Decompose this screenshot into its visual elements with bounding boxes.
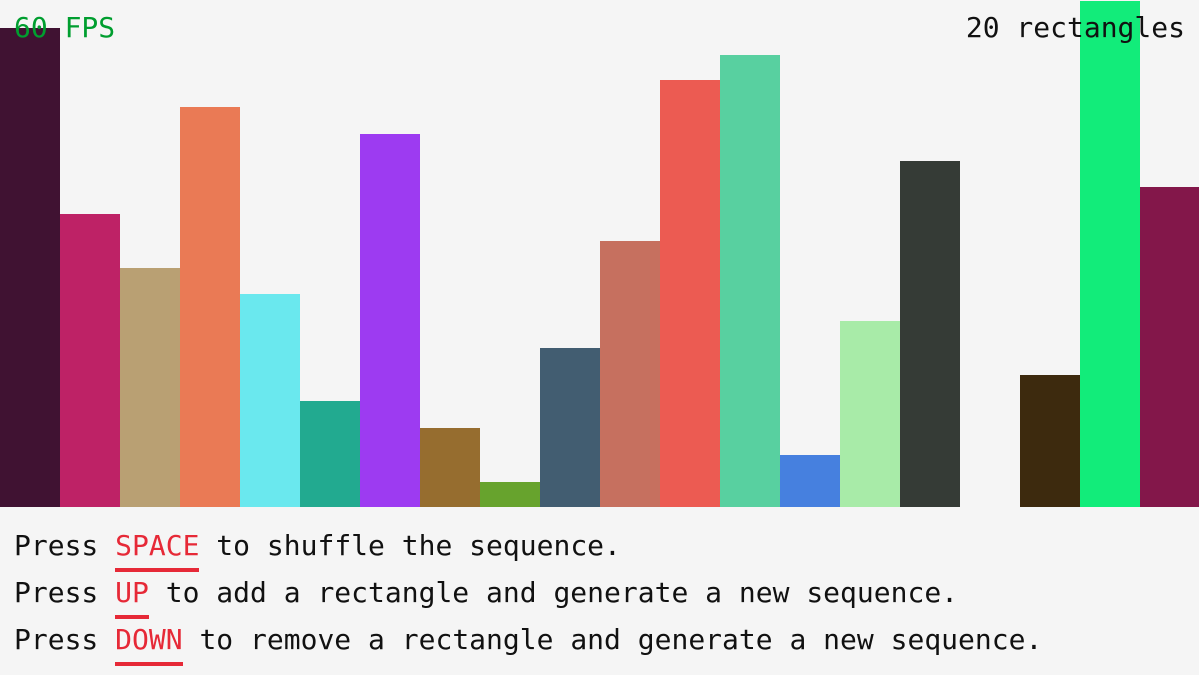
sequence-rectangle [540,348,600,507]
sequence-rectangle [180,107,240,507]
sequence-rectangle [600,241,660,507]
sequence-rectangle [0,28,60,507]
instruction-text: Press [14,529,116,562]
sequence-rectangle [120,268,180,507]
instruction-text: Press [14,576,116,609]
sequence-rectangle [360,134,420,507]
sequence-rectangle [1140,187,1199,507]
sequence-rectangle [660,80,720,507]
fps-counter: 60 FPS [14,11,116,44]
rectangle-count: 20 rectangles [965,11,1185,44]
key-space: SPACE [115,529,200,572]
sequence-rectangle [420,428,480,507]
sequence-rectangle [780,455,840,507]
sequence-rectangle [840,321,900,507]
instruction-remove: Press DOWN to remove a rectangle and gen… [14,623,1043,666]
instruction-text: to remove a rectangle and generate a new… [182,623,1043,656]
instruction-text: Press [14,623,116,656]
instruction-add: Press UP to add a rectangle and generate… [14,576,959,619]
sequence-rectangle [1020,375,1080,507]
sequence-rectangle [480,482,540,507]
sequence-rectangle [1080,1,1140,507]
instruction-shuffle: Press SPACE to shuffle the sequence. [14,529,621,572]
sequence-rectangle [60,214,120,507]
instruction-text: to shuffle the sequence. [199,529,621,562]
key-up: UP [115,576,149,619]
sequence-rectangle [900,161,960,507]
rectangle-sequence [0,1,1199,507]
sequence-rectangle [240,294,300,507]
sequence-rectangle [720,55,780,507]
key-down: DOWN [115,623,184,666]
sequence-rectangle [300,401,360,507]
instruction-text: to add a rectangle and generate a new se… [148,576,959,609]
